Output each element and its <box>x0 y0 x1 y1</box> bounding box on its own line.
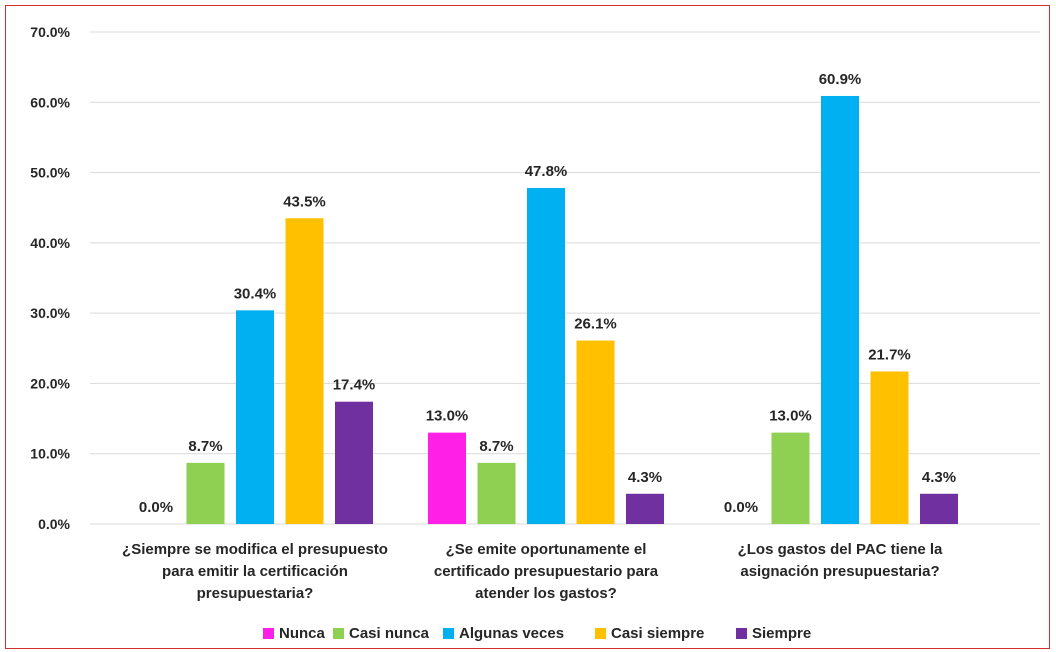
x-axis: ¿Siempre se modifica el presupuesto para … <box>122 541 943 602</box>
legend-label: Algunas veces <box>459 625 564 642</box>
data-label: 30.4% <box>234 285 277 302</box>
y-tick-label: 60.0% <box>30 94 70 110</box>
data-label: 4.3% <box>628 469 662 486</box>
bar-siempre <box>335 401 373 524</box>
data-label: 8.7% <box>479 438 513 455</box>
legend-swatch <box>263 628 274 639</box>
legend-swatch <box>333 628 344 639</box>
category-label-line: atender los gastos? <box>475 585 617 602</box>
data-label: 13.0% <box>769 408 812 425</box>
category-label-line: presupuestaria? <box>197 585 314 602</box>
bars <box>186 95 958 525</box>
data-label: 0.0% <box>139 499 173 516</box>
legend-label: Siempre <box>752 625 811 642</box>
data-label: 0.0% <box>724 499 758 516</box>
y-tick-label: 20.0% <box>30 375 70 391</box>
legend-swatch <box>595 628 606 639</box>
category-label-line: ¿Siempre se modifica el presupuesto <box>122 541 388 558</box>
bar-casi-siempre <box>285 218 324 524</box>
legend: Nunca Casi nunca Algunas veces Casi siempre… <box>263 625 811 642</box>
data-label: 47.8% <box>525 163 568 180</box>
bar-casi-nunca <box>186 462 225 524</box>
bar-casi-nunca <box>477 462 516 524</box>
category-label: ¿Se emite oportunamente el certificado pr… <box>434 541 659 602</box>
category-label: ¿Los gastos del PAC tiene la asignación p… <box>738 541 943 580</box>
legend-item-siempre: Siempre <box>736 625 811 642</box>
data-label: 13.0% <box>426 408 469 425</box>
data-label: 21.7% <box>868 346 911 363</box>
legend-item-casi-nunca: Casi nunca <box>333 625 430 642</box>
bar-algunas-veces <box>527 188 565 524</box>
category-label-line: ¿Se emite oportunamente el <box>446 541 647 558</box>
legend-item-nunca: Nunca <box>263 625 326 642</box>
legend-label: Nunca <box>279 625 326 642</box>
legend-label: Casi nunca <box>349 625 430 642</box>
category-label-line: asignación presupuestaria? <box>740 563 939 580</box>
category-label-line: para emitir la certificación <box>162 563 348 580</box>
chart-frame <box>5 5 1050 649</box>
value-labels: 0.0% 8.7% 30.4% 43.5% 17.4% 13.0% 8.7% 47.8% 26.… <box>139 71 956 516</box>
legend-item-casi-siempre: Casi siempre <box>595 625 704 642</box>
y-tick-label: 30.0% <box>30 305 70 321</box>
legend-item-algunas-veces: Algunas veces <box>443 625 564 642</box>
bar-algunas-veces <box>236 310 274 524</box>
bar-siempre <box>920 493 958 524</box>
legend-swatch <box>443 628 454 639</box>
legend-label: Casi siempre <box>611 625 704 642</box>
bar-nunca <box>428 432 466 524</box>
bar-casi-siempre <box>576 340 615 524</box>
data-label: 60.9% <box>819 71 862 88</box>
category-label: ¿Siempre se modifica el presupuesto para … <box>122 541 388 602</box>
y-tick-label: 40.0% <box>30 235 70 251</box>
y-tick-label: 10.0% <box>30 446 70 462</box>
legend-swatch <box>736 628 747 639</box>
category-label-line: certificado presupuestario para <box>434 563 659 580</box>
y-axis: 0.0% 10.0% 20.0% 30.0% 40.0% 50.0% 60.0% 70.0% <box>30 24 70 532</box>
bar-casi-nunca <box>771 432 810 524</box>
data-label: 8.7% <box>188 438 222 455</box>
data-label: 43.5% <box>283 193 326 210</box>
y-tick-label: 70.0% <box>30 24 70 40</box>
category-label-line: ¿Los gastos del PAC tiene la <box>738 541 943 558</box>
bar-algunas-veces <box>821 95 859 525</box>
bar-casi-siempre <box>870 371 909 524</box>
data-label: 17.4% <box>333 377 376 394</box>
data-label: 4.3% <box>922 469 956 486</box>
y-tick-label: 0.0% <box>38 516 70 532</box>
data-label: 26.1% <box>574 316 617 333</box>
bar-siempre <box>626 493 664 524</box>
y-tick-label: 50.0% <box>30 165 70 181</box>
